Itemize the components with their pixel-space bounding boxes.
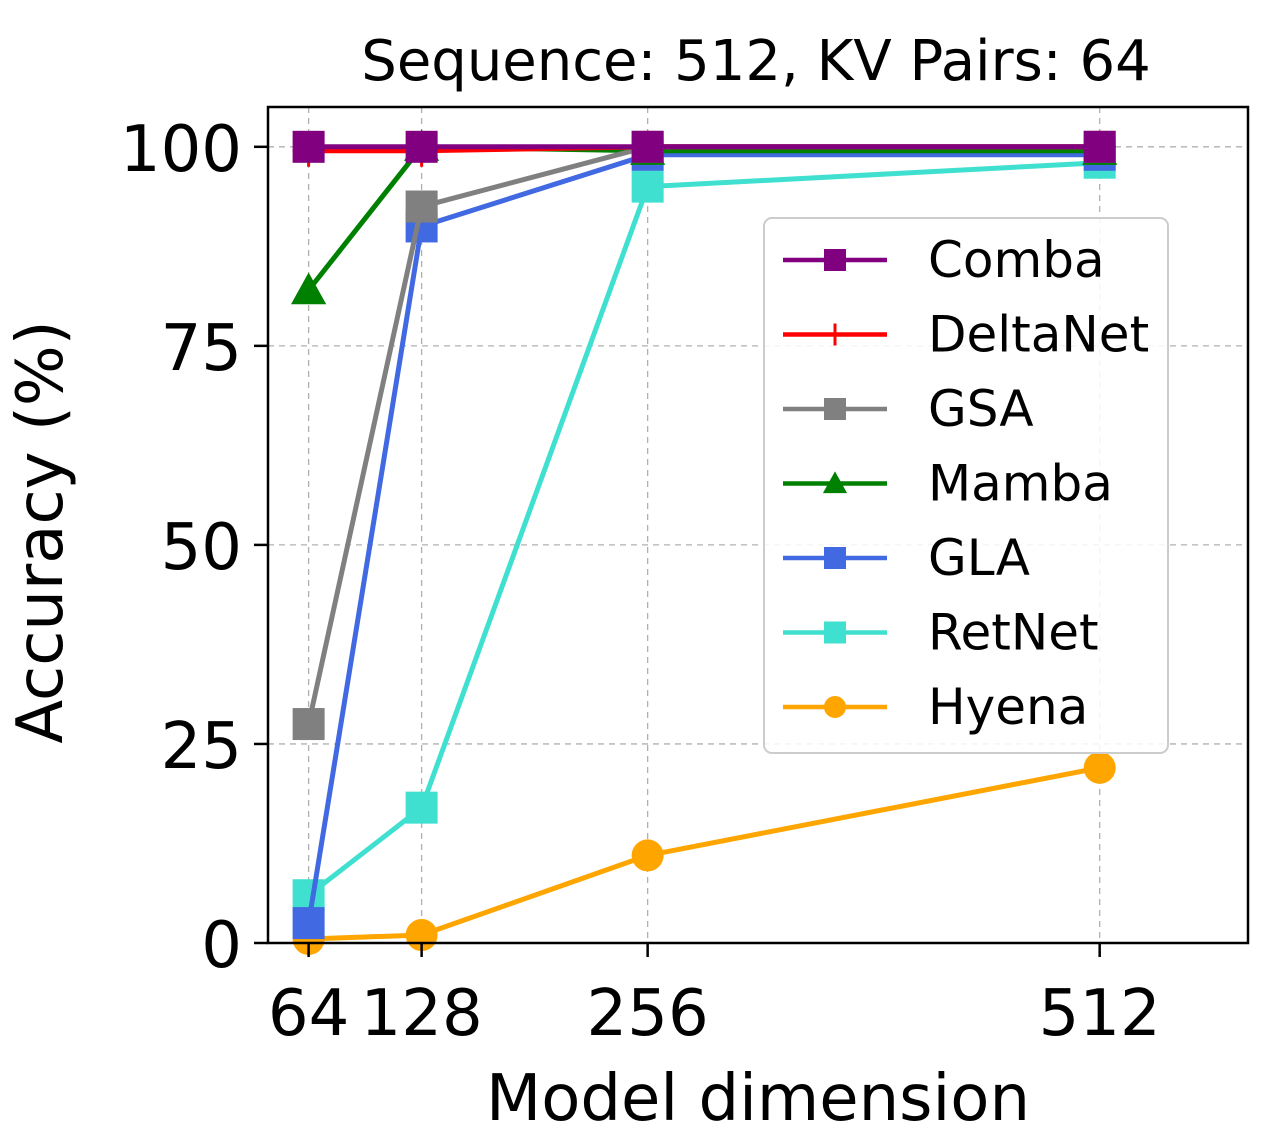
- data-point-retnet: [631, 170, 664, 203]
- series-line-gla: [306, 152, 1100, 924]
- chart-title: Sequence: 512, KV Pairs: 64: [361, 29, 1150, 94]
- legend-item-gsa: GSA: [783, 380, 1034, 438]
- legend-label: DeltaNet: [928, 306, 1149, 364]
- legend-item-mamba: Mamba: [783, 455, 1113, 513]
- legend-label: Mamba: [928, 455, 1113, 513]
- legend-marker: [824, 696, 846, 718]
- y-tick-label: 75: [161, 312, 242, 386]
- data-point-retnet: [292, 879, 325, 912]
- legend-label: Comba: [928, 231, 1105, 289]
- series-line-retnet: [307, 160, 1100, 898]
- legend-marker: [824, 249, 846, 271]
- legend-box: [763, 217, 1169, 754]
- legend-item-gla: GLA: [783, 529, 1030, 587]
- data-point-gsa: [292, 708, 325, 741]
- y-tick-label: 100: [120, 113, 242, 187]
- data-point-comba: [1083, 130, 1116, 163]
- legend-label: GSA: [928, 380, 1034, 438]
- legend-label: GLA: [928, 529, 1030, 587]
- legend-marker: [824, 547, 846, 569]
- x-tick-label: 128: [361, 977, 483, 1051]
- data-point-mamba: [291, 272, 327, 305]
- legend-label: RetNet: [928, 604, 1099, 662]
- legend-item-deltanet: DeltaNet: [783, 306, 1149, 364]
- x-tick-label: 512: [1039, 977, 1161, 1051]
- data-point-gsa: [405, 190, 438, 223]
- x-tick-label: 64: [268, 977, 349, 1051]
- legend-item-hyena: Hyena: [783, 678, 1088, 736]
- x-axis: 64 128 256 512: [268, 943, 1161, 1051]
- legend-marker: [824, 323, 846, 346]
- series-comba: [292, 130, 1116, 163]
- y-tick-label: 50: [161, 511, 242, 585]
- plot-frame: [266, 105, 1250, 945]
- legend-item-comba: Comba: [783, 231, 1105, 289]
- legend-marker: [824, 621, 846, 644]
- x-axis-label: Model dimension: [486, 1062, 1030, 1136]
- data-point-gla: [292, 907, 325, 940]
- data-point-retnet: [405, 791, 438, 824]
- series-hyena: [292, 751, 1116, 956]
- y-tick-label: 0: [201, 909, 242, 983]
- x-tick-label: 256: [587, 977, 709, 1051]
- legend-marker: [824, 398, 846, 420]
- data-point-hyena: [631, 839, 664, 872]
- data-point-comba: [405, 130, 438, 163]
- legend-label: Hyena: [928, 678, 1088, 736]
- series-layer: [291, 129, 1118, 956]
- legend-marker: [822, 471, 848, 494]
- data-point-hyena: [1083, 751, 1116, 784]
- y-axis: 0 25 50 75 100: [120, 113, 268, 983]
- y-axis-label: Accuracy (%): [4, 320, 78, 743]
- series-line-hyena: [308, 765, 1101, 942]
- legend-item-retnet: RetNet: [783, 604, 1099, 662]
- data-point-comba: [631, 130, 664, 163]
- data-point-comba: [292, 130, 325, 163]
- y-tick-label: 25: [161, 710, 242, 784]
- legend: Comba DeltaNet GSA Mamba GLA RetNet Hyena: [763, 217, 1169, 754]
